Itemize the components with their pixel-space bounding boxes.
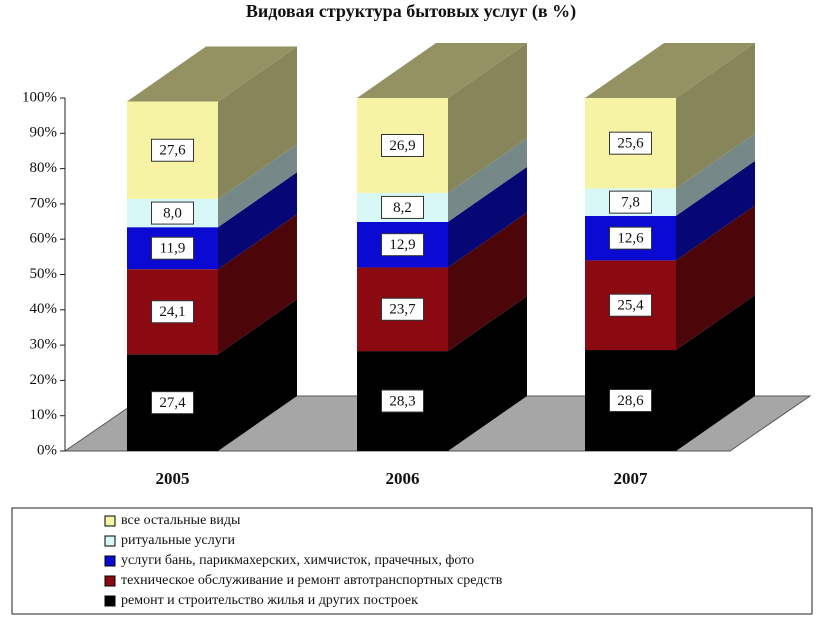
- value-label: 11,9: [160, 241, 186, 257]
- value-label: 27,4: [159, 395, 186, 411]
- legend-label: ремонт и строительство жилья и других по…: [121, 593, 418, 608]
- y-tick-label: 70%: [30, 195, 58, 211]
- value-label-box: [381, 133, 424, 157]
- bar-top: [127, 46, 297, 102]
- value-label-box: [381, 195, 424, 219]
- bar-side: [218, 299, 297, 451]
- value-label-box: [609, 190, 652, 214]
- value-label: 27,6: [159, 143, 186, 159]
- x-tick-label: 2005: [156, 469, 190, 488]
- bar-side: [218, 214, 297, 355]
- legend-swatch: [104, 595, 116, 607]
- y-tick-label: 60%: [30, 231, 58, 247]
- x-tick-label: 2006: [386, 469, 420, 488]
- bar-side: [448, 166, 527, 268]
- y-tick-label: 40%: [30, 301, 58, 317]
- legend-swatch: [104, 575, 116, 587]
- bar-side: [218, 143, 297, 228]
- legend-swatch: [104, 535, 116, 547]
- legend-label: техническое обслуживание и ремонт автотр…: [121, 573, 503, 588]
- value-label: 28,3: [389, 393, 415, 409]
- value-label-box: [609, 389, 652, 413]
- value-label: 28,6: [617, 393, 644, 409]
- legend-label: все остальные виды: [121, 513, 241, 528]
- value-label: 8,2: [393, 200, 412, 216]
- value-label-box: [381, 389, 424, 413]
- value-label: 8,0: [163, 206, 182, 222]
- legend-swatch: [104, 515, 116, 527]
- y-tick-label: 100%: [22, 89, 57, 105]
- value-label-box: [151, 391, 194, 415]
- legend: [11, 507, 813, 615]
- value-label: 7,8: [621, 195, 640, 211]
- bar-side: [448, 137, 527, 222]
- value-label-box: [381, 233, 424, 257]
- y-tick-label: 0%: [37, 442, 57, 458]
- y-tick-label: 90%: [30, 125, 58, 141]
- legend-swatch: [104, 555, 116, 567]
- bar-top: [357, 43, 527, 98]
- value-label: 24,1: [159, 304, 185, 320]
- bar-side: [676, 295, 755, 451]
- bar-side: [676, 133, 755, 216]
- bar-side: [218, 172, 297, 270]
- value-label: 25,6: [617, 136, 644, 152]
- value-label-box: [609, 131, 652, 155]
- bar-side: [448, 43, 527, 193]
- value-label-box: [609, 293, 652, 317]
- x-tick-label: 2007: [614, 469, 649, 488]
- y-tick-label: 10%: [30, 407, 58, 423]
- y-tick-label: 20%: [30, 372, 58, 388]
- chart-title: Видовая структура бытовых услуг (в %): [246, 1, 576, 22]
- bar-side: [448, 296, 527, 451]
- bar-side: [448, 212, 527, 352]
- value-label: 23,7: [389, 302, 416, 318]
- y-tick-label: 30%: [30, 337, 58, 353]
- value-label-box: [151, 300, 194, 324]
- value-label-box: [151, 201, 194, 225]
- bar-side: [218, 46, 297, 199]
- y-tick-label: 80%: [30, 160, 58, 176]
- value-label: 25,4: [617, 298, 644, 314]
- value-label: 26,9: [389, 138, 415, 154]
- value-label-box: [151, 236, 194, 260]
- value-label: 12,9: [389, 237, 415, 253]
- value-label-box: [609, 226, 652, 250]
- value-label: 12,6: [617, 231, 644, 247]
- value-label-box: [381, 297, 424, 321]
- bar-side: [676, 205, 755, 351]
- legend-label: услуги бань, парикмахерских, химчисток, …: [121, 553, 474, 568]
- value-label-box: [151, 138, 194, 162]
- bar-side: [676, 43, 755, 189]
- bar-side: [676, 160, 755, 261]
- bar-top: [585, 43, 755, 98]
- y-tick-label: 50%: [30, 266, 58, 282]
- legend-label: ритуальные услуги: [121, 533, 236, 548]
